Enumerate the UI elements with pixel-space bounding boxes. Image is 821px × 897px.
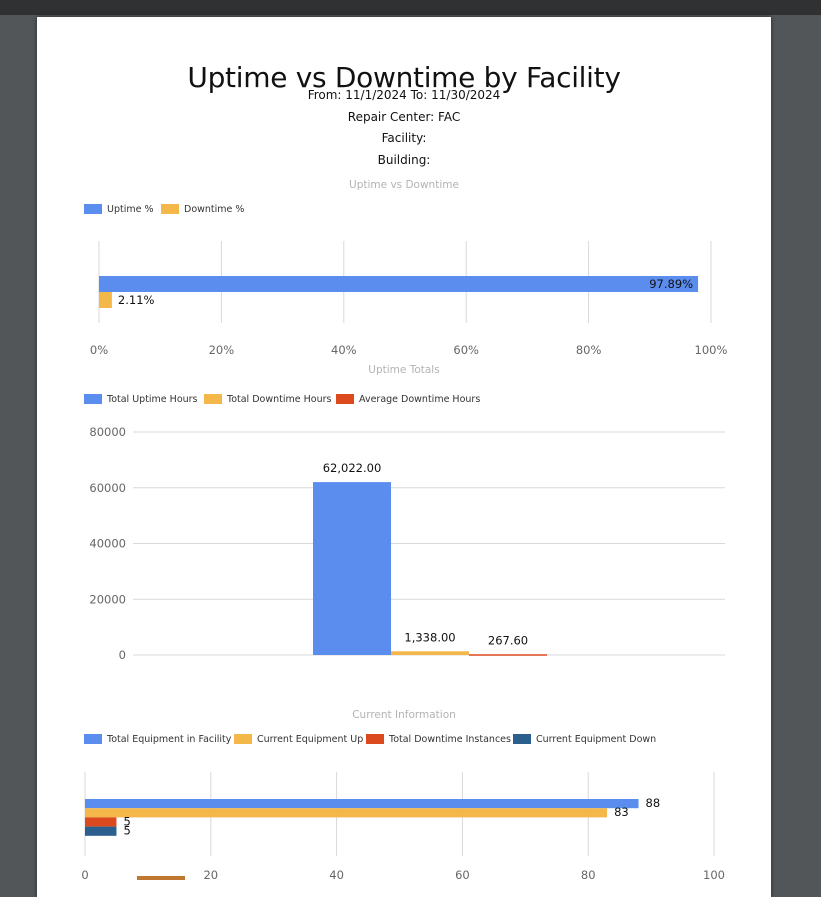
x-tick-label: 60 xyxy=(455,868,470,882)
data-label: 1,338.00 xyxy=(404,630,455,644)
x-tick-label: 80% xyxy=(576,343,602,357)
y-tick-label: 20000 xyxy=(89,592,126,606)
data-label: 267.60 xyxy=(488,633,528,647)
y-tick-label: 60000 xyxy=(89,481,126,495)
legend-item[interactable]: Total Uptime Hours xyxy=(84,392,198,406)
report-page: Uptime vs Downtime by Facility From: 11/… xyxy=(37,17,771,897)
y-tick-label: 40000 xyxy=(89,537,126,551)
x-tick-label: 0% xyxy=(90,343,108,357)
legend-item[interactable]: Average Downtime Hours xyxy=(336,392,480,406)
chart-uptime-vs-downtime: 0% 20% 40% 60% 80% 100% 97.89% 2.11% xyxy=(90,241,728,357)
viewer-toolbar xyxy=(0,0,821,15)
legend-label: Current Equipment Up xyxy=(257,733,364,745)
bar-average-downtime xyxy=(469,654,547,656)
legend-item[interactable]: Total Downtime Hours xyxy=(204,392,331,406)
x-tick-label: 100% xyxy=(695,343,728,357)
bar-equipment-down xyxy=(85,826,117,836)
legend-label: Average Downtime Hours xyxy=(359,393,481,405)
chart-title-uptime-totals: Uptime Totals xyxy=(368,364,440,376)
legend-label: Downtime % xyxy=(184,203,245,215)
bar-uptime xyxy=(99,276,699,292)
data-label: 2.11% xyxy=(118,293,155,307)
data-label: 5 xyxy=(123,814,130,828)
legend-item[interactable]: Downtime % xyxy=(161,202,244,216)
bar-downtime xyxy=(99,292,112,308)
bar-downtime-instances xyxy=(85,817,117,827)
bar-total-equipment xyxy=(85,799,639,809)
legend-label: Total Equipment in Facility xyxy=(107,733,232,745)
y-tick-label: 80000 xyxy=(89,425,126,439)
legend-item[interactable]: Total Equipment in Facility xyxy=(84,732,231,746)
x-tick-label: 80 xyxy=(581,868,596,882)
legend-label: Total Downtime Hours xyxy=(227,393,332,405)
data-label: 83 xyxy=(614,805,629,819)
chart-title-current-information: Current Information xyxy=(352,709,456,721)
data-label: 62,022.00 xyxy=(323,461,382,475)
bar-total-uptime xyxy=(313,482,391,655)
legend-label: Total Downtime Instances xyxy=(389,733,511,745)
page-indicator xyxy=(137,876,185,880)
legend-swatch xyxy=(366,734,384,744)
data-label: 5 xyxy=(123,824,130,838)
repair-center: Repair Center: FAC xyxy=(347,110,461,124)
legend-item[interactable]: Current Equipment Up xyxy=(234,732,363,746)
x-tick-label: 0 xyxy=(81,868,88,882)
legend-item[interactable]: Uptime % xyxy=(84,202,154,216)
legend-item[interactable]: Total Downtime Instances xyxy=(366,732,511,746)
chart-title-uptime-vs-downtime: Uptime vs Downtime xyxy=(349,179,459,191)
legend-item[interactable]: Current Equipment Down xyxy=(513,732,656,746)
chart-uptime-totals: 0 20000 40000 60000 80000 62,022.00 1,338.00 26… xyxy=(89,425,725,662)
legend-swatch xyxy=(161,204,179,214)
legend-swatch xyxy=(513,734,531,744)
x-tick-label: 100 xyxy=(703,868,725,882)
date-range: From: 11/1/2024 To: 11/30/2024 xyxy=(307,88,501,102)
legend-swatch xyxy=(336,394,354,404)
data-label: 88 xyxy=(646,796,661,810)
legend-label: Uptime % xyxy=(107,203,154,215)
legend-label: Current Equipment Down xyxy=(536,733,657,745)
legend-swatch xyxy=(84,734,102,744)
facility-label: Facility: xyxy=(381,131,427,145)
building-label: Building: xyxy=(377,153,431,167)
x-tick-label: 20 xyxy=(203,868,218,882)
bar-total-downtime xyxy=(391,651,469,655)
bar-equipment-up xyxy=(85,808,608,818)
x-tick-label: 40% xyxy=(331,343,357,357)
data-label: 97.89% xyxy=(649,277,693,291)
legend-swatch xyxy=(84,394,102,404)
legend-swatch xyxy=(204,394,222,404)
legend-swatch xyxy=(84,204,102,214)
x-tick-label: 40 xyxy=(329,868,344,882)
legend-swatch xyxy=(234,734,252,744)
y-tick-label: 0 xyxy=(119,648,126,662)
chart-current-information: 0 20 40 60 80 100 88 83 55 xyxy=(81,772,725,882)
report-title: Uptime vs Downtime by Facility xyxy=(187,61,621,94)
x-tick-label: 20% xyxy=(209,343,235,357)
legend-label: Total Uptime Hours xyxy=(107,393,198,405)
x-tick-label: 60% xyxy=(453,343,479,357)
